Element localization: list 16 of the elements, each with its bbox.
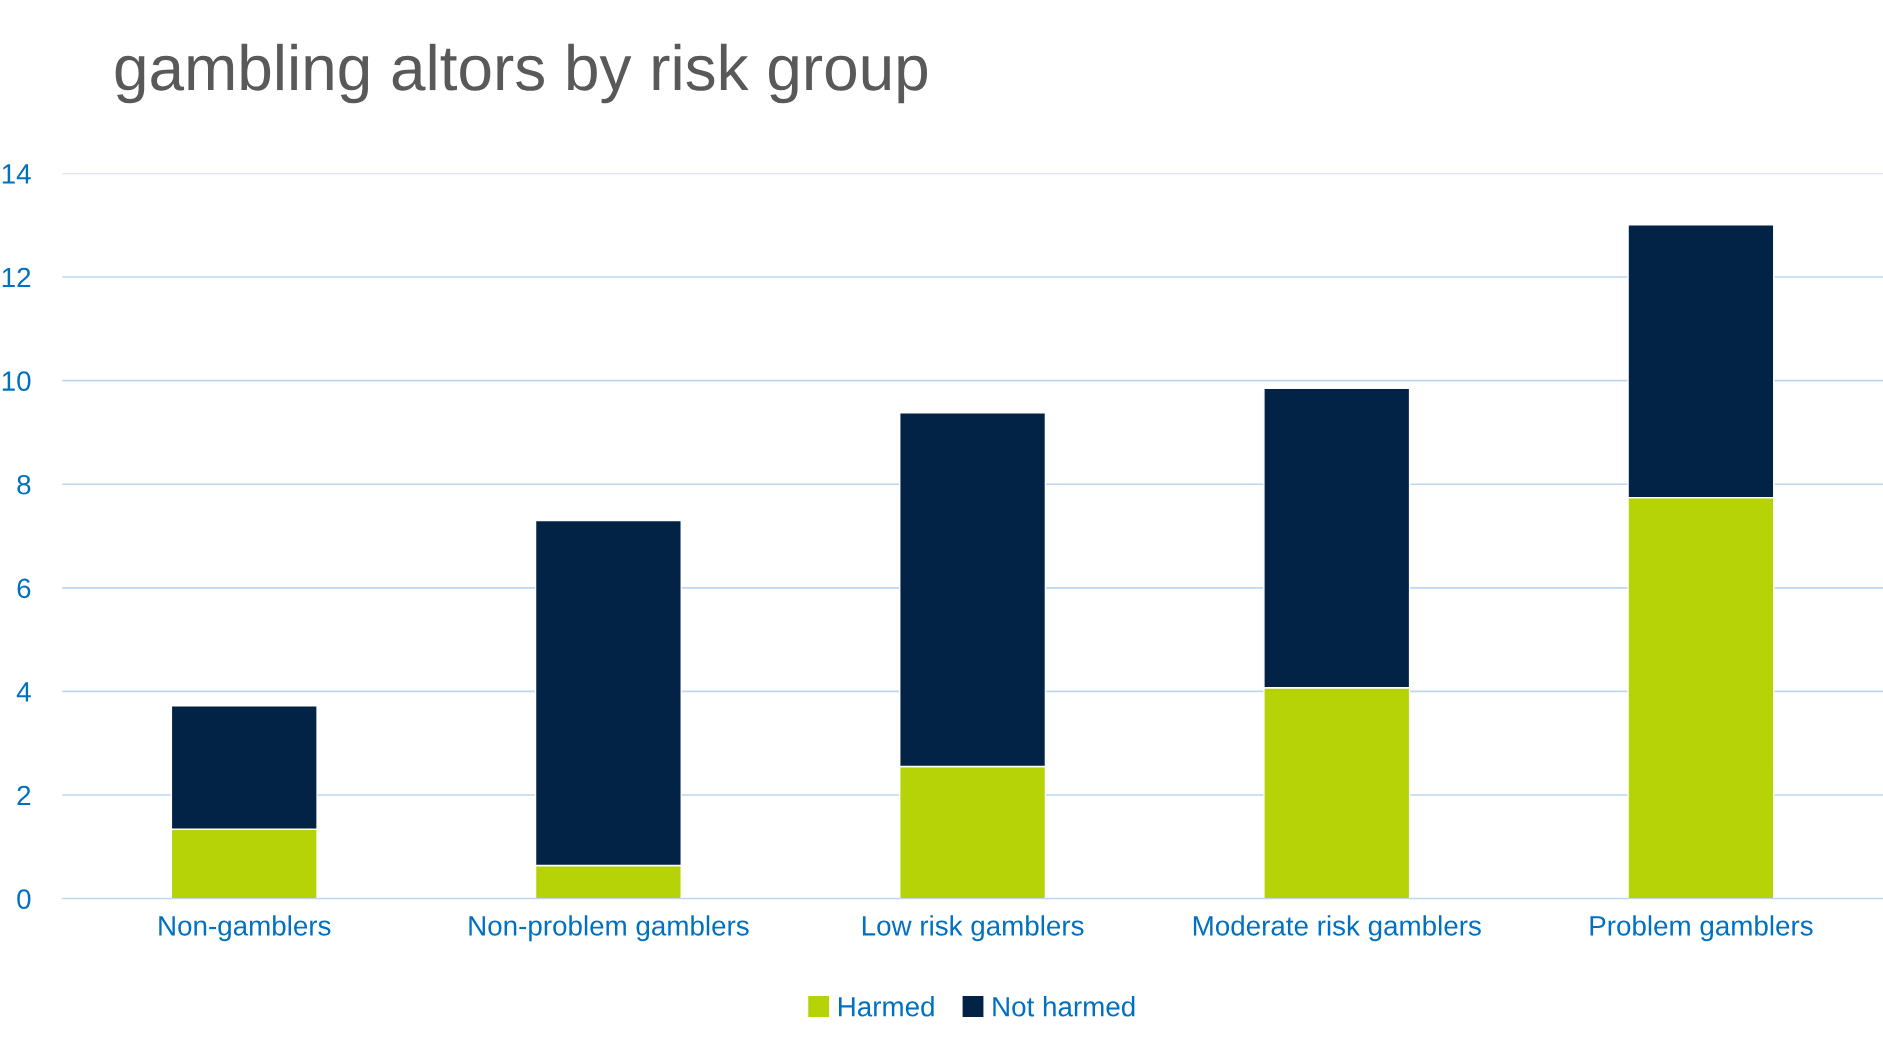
y-tick-label: 0 bbox=[17, 889, 31, 909]
y-tick-label: 14 bbox=[2, 164, 31, 184]
y-tick-label: 4 bbox=[16, 682, 31, 702]
x-tick-label: Moderate risk gamblers bbox=[1193, 915, 1481, 942]
x-tick-label: Low risk gamblers bbox=[862, 915, 1084, 942]
y-tick-label: 2 bbox=[17, 785, 31, 806]
x-tick-label: Problem gamblers bbox=[1590, 915, 1813, 942]
x-tick-label: Non-gamblers bbox=[159, 915, 331, 942]
y-tick-label: 10 bbox=[2, 371, 31, 391]
y-tick-label: 12 bbox=[2, 267, 31, 288]
y-tick-label: 6 bbox=[17, 578, 31, 599]
legend-label: Not harmed bbox=[993, 996, 1135, 1017]
legend-label: Harmed bbox=[839, 996, 934, 1017]
x-tick-label: Non-problem gamblers bbox=[469, 915, 749, 942]
chart-title: gambling altors by risk group bbox=[115, 43, 928, 104]
y-tick-label: 8 bbox=[17, 474, 31, 495]
